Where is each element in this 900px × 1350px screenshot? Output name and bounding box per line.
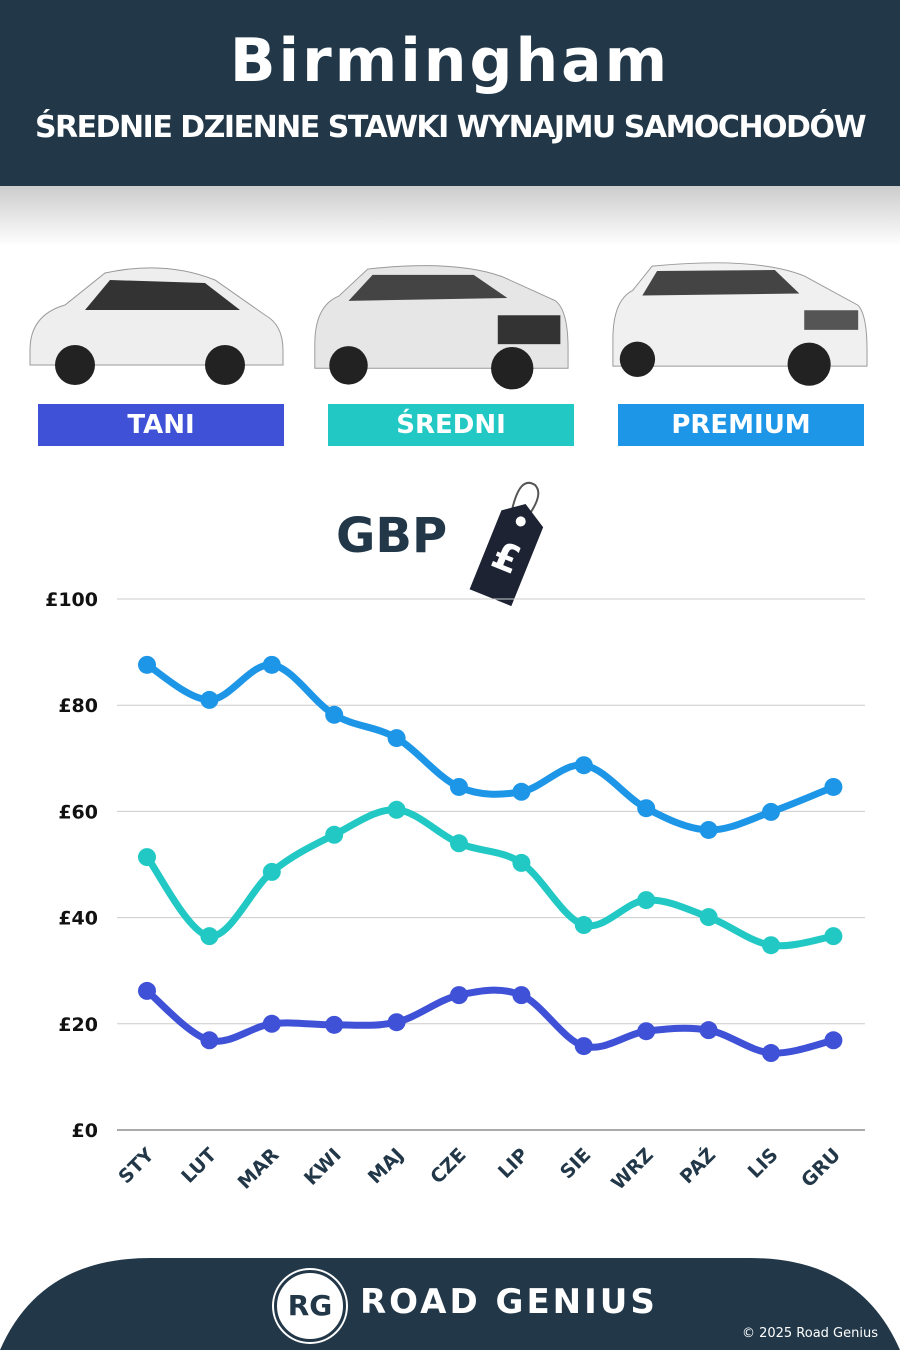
x-tick-label: LUT <box>177 1144 221 1188</box>
x-tick-label: WRZ <box>607 1144 657 1194</box>
data-point <box>699 1021 718 1040</box>
y-tick-label: £80 <box>58 695 98 717</box>
data-point <box>450 986 468 1005</box>
x-tick-label: MAJ <box>364 1144 408 1188</box>
x-tick-label: KWI <box>300 1144 346 1190</box>
data-point <box>574 756 593 775</box>
data-point <box>387 800 406 819</box>
x-tick-label: CZE <box>426 1144 470 1188</box>
page-subtitle: ŚREDNIE DZIENNE STAWKI WYNAJMU SAMOCHODÓ… <box>34 110 867 145</box>
data-point <box>325 825 344 844</box>
footer-background <box>0 1258 900 1350</box>
data-point <box>824 1031 843 1050</box>
brand-name: ROAD GENIUS <box>360 1282 658 1322</box>
x-tick-label: PAŹ <box>675 1143 720 1188</box>
data-point <box>824 777 843 796</box>
data-point <box>262 1014 281 1033</box>
data-point <box>512 986 531 1005</box>
data-point <box>637 1022 656 1041</box>
data-point <box>637 891 656 910</box>
y-tick-label: £60 <box>58 801 98 823</box>
badge-sredni: ŚREDNI <box>328 404 574 446</box>
x-tick-label: SIE <box>556 1144 595 1183</box>
data-point <box>387 1013 406 1032</box>
badge-premium: PREMIUM <box>618 404 864 446</box>
road-genius-logo: RG <box>274 1270 346 1342</box>
data-point <box>699 908 718 927</box>
line-chart: £0 £20 £40 £60 £80 £100 STY LUT MAR KWI MAJ CZE LIP S… <box>45 589 865 1194</box>
badge-tani: TANI <box>38 404 284 446</box>
header: Birmingham ŚREDNIE DZIENNE STAWKI WYNAJM… <box>0 0 900 186</box>
data-point <box>762 936 780 955</box>
series-line-premium <box>143 661 837 834</box>
data-point <box>262 655 281 674</box>
x-tick-label: LIP <box>494 1144 533 1183</box>
data-point <box>637 799 656 818</box>
midsize-suv-image <box>314 265 569 390</box>
x-tick-label: STY <box>114 1144 158 1188</box>
data-point <box>512 782 531 801</box>
premium-suv-image <box>612 262 868 386</box>
copyright: © 2025 Road Genius <box>741 1326 878 1341</box>
data-point <box>387 729 406 748</box>
x-tick-label: MAR <box>234 1144 284 1194</box>
data-point <box>450 777 468 796</box>
data-point <box>200 1031 219 1050</box>
y-tick-label: £40 <box>58 908 98 930</box>
y-tick-label: £0 <box>72 1120 98 1142</box>
header-shadow <box>0 186 900 246</box>
data-point <box>762 802 780 821</box>
data-point <box>200 690 219 709</box>
page-title: Birmingham <box>229 26 671 96</box>
currency-label: GBP <box>336 508 448 564</box>
data-point <box>574 916 593 935</box>
data-point <box>262 862 281 881</box>
data-point <box>450 834 468 853</box>
data-point <box>699 820 718 839</box>
data-point <box>138 848 156 867</box>
data-point <box>512 853 531 872</box>
data-point <box>200 927 219 946</box>
x-tick-label: LIS <box>744 1144 783 1183</box>
series-line-tani <box>143 986 837 1057</box>
y-tick-label: £100 <box>45 589 98 611</box>
data-point <box>138 981 156 1000</box>
economy-car-image <box>29 267 284 385</box>
data-point <box>325 1015 344 1034</box>
y-tick-label: £20 <box>58 1014 98 1036</box>
x-tick-label: GRU <box>797 1144 845 1192</box>
data-point <box>138 655 156 674</box>
data-point <box>762 1044 780 1063</box>
data-point <box>574 1037 593 1056</box>
data-point <box>824 927 843 946</box>
data-point <box>325 705 344 724</box>
price-tag-icon: £ <box>469 481 544 607</box>
